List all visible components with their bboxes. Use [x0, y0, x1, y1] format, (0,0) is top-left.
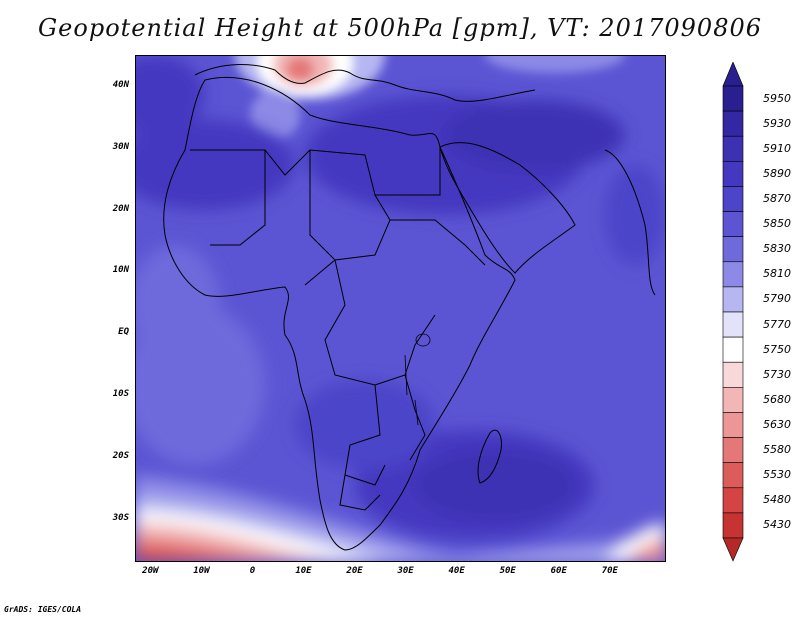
lat-tick-label: 40N	[112, 79, 129, 90]
lat-tick-label: 30S	[112, 512, 129, 523]
lon-tick-label: 20E	[346, 566, 363, 576]
height-field	[135, 55, 666, 562]
colorbar-level-label: 5790	[763, 292, 791, 306]
lat-tick-label: 20S	[112, 450, 129, 461]
colorbar-level-label: 5750	[763, 342, 791, 356]
colorbar-swatch	[722, 336, 744, 363]
lon-tick-label: 40E	[448, 566, 465, 576]
colorbar-swatch	[722, 286, 744, 313]
lat-tick-label: 10N	[112, 265, 129, 276]
map-panel	[135, 55, 666, 562]
colorbar-level-label: 5850	[763, 217, 791, 231]
lon-tick-label: 0	[249, 566, 256, 576]
colorbar-level-label: 5910	[763, 141, 791, 155]
colorbar-level-label: 5810	[763, 267, 791, 281]
colorbar-swatch	[722, 135, 744, 162]
lon-tick-label: 10W	[193, 566, 210, 576]
colorbar-level-label: 5530	[763, 468, 791, 482]
colorbar-level-label: 5950	[763, 91, 791, 105]
colorbar-level-label: 5890	[763, 166, 791, 180]
colorbar-level-label: 5870	[763, 192, 791, 205]
colorbar-swatch	[722, 211, 744, 237]
colorbar-swatch	[722, 161, 744, 187]
colorbar-upper-arrow	[722, 62, 744, 87]
lon-tick-label: 70E	[601, 566, 618, 576]
colorbar-swatch	[722, 487, 744, 514]
coastlines	[163, 64, 656, 551]
colorbar-swatch	[722, 437, 744, 463]
colorbar-lower-arrow	[722, 537, 744, 562]
lon-tick-label: 60E	[550, 566, 567, 576]
lon-tick-label: 20W	[142, 566, 159, 576]
lat-tick-label: 30N	[112, 141, 129, 152]
figure-title: Geopotential Height at 500hPa [gpm], VT:…	[38, 14, 762, 42]
colorbar-level-label: 5730	[763, 367, 791, 381]
colorbar-level-label: 5770	[763, 317, 791, 331]
colorbar-level-label: 5430	[763, 518, 791, 532]
colorbar-level-label: 5630	[763, 418, 791, 431]
colorbar-level-label: 5480	[763, 493, 791, 507]
colorbar-swatch	[722, 311, 744, 338]
lon-tick-label: 10E	[295, 566, 312, 576]
lat-tick-label: 20N	[112, 203, 129, 214]
colorbar-swatch	[722, 462, 744, 489]
lon-tick-label: 30E	[397, 566, 414, 576]
colorbar-level-label: 5930	[763, 116, 791, 130]
colorbar-swatch	[722, 361, 744, 388]
colorbar-swatch	[722, 236, 744, 263]
lat-tick-label: EQ	[118, 327, 129, 338]
colorbar-swatch	[722, 387, 744, 413]
colorbar-level-label: 5580	[763, 443, 791, 457]
colorbar	[722, 62, 744, 562]
colorbar-swatch	[722, 261, 744, 288]
colorbar-swatch	[722, 412, 744, 438]
lon-tick-label: 50E	[499, 566, 516, 576]
colorbar-swatch	[722, 85, 744, 112]
colorbar-swatch	[722, 512, 744, 539]
colorbar-swatch	[722, 186, 744, 212]
colorbar-level-label: 5680	[763, 392, 791, 406]
colorbar-level-label: 5830	[763, 242, 791, 256]
colorbar-swatch	[722, 110, 744, 137]
lat-tick-label: 10S	[112, 389, 129, 400]
grads-credit: GrADS: IGES/COLA	[4, 605, 82, 614]
map-frame	[135, 55, 666, 562]
